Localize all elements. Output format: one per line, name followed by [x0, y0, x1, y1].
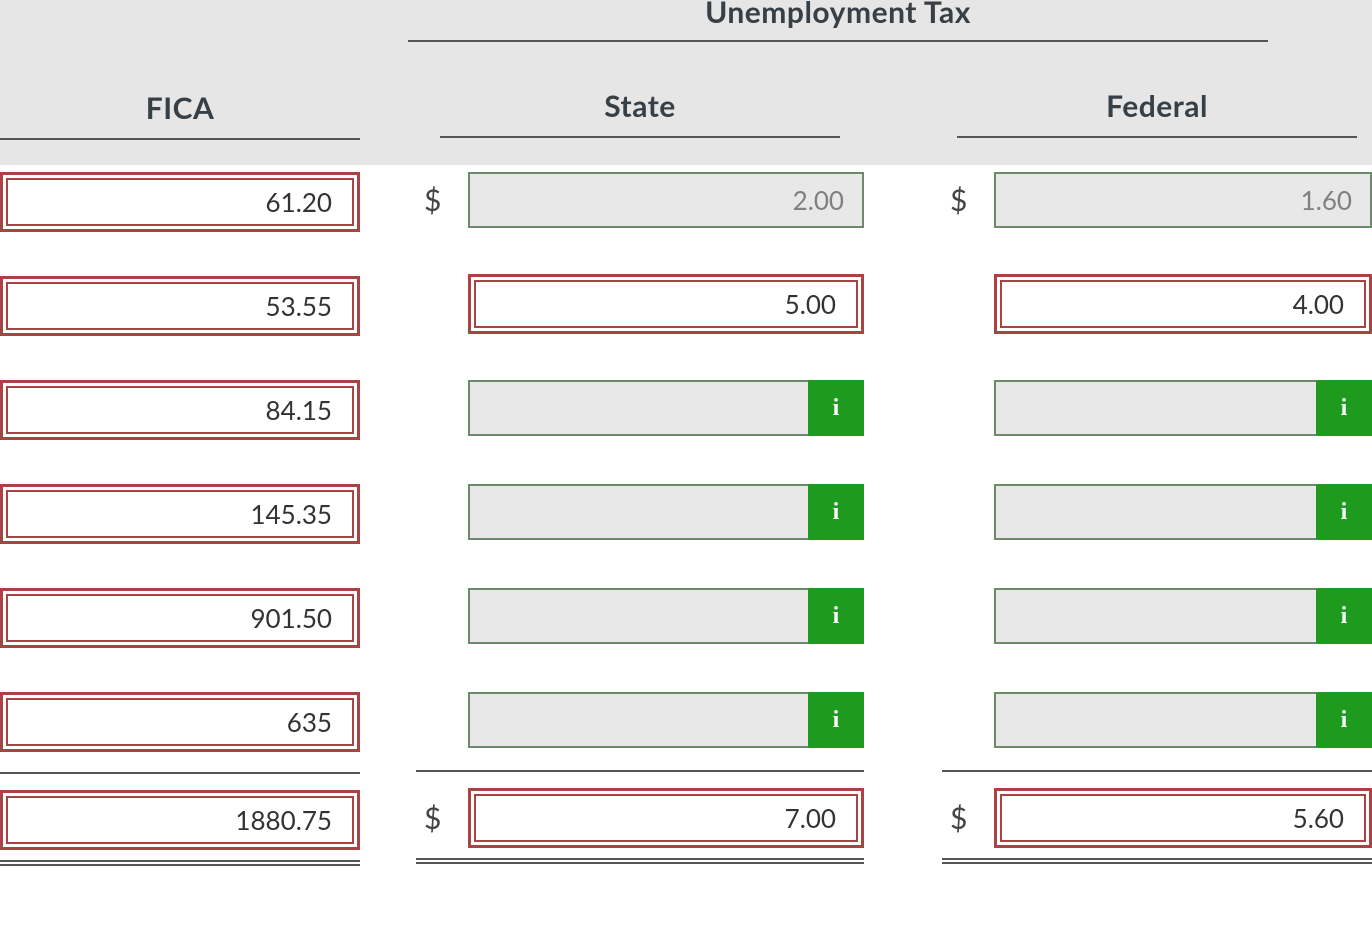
fica-input-3[interactable] [0, 380, 360, 440]
state-info-6-body [468, 692, 808, 748]
federal-info-4-body [994, 484, 1316, 540]
info-icon[interactable]: i [1316, 588, 1372, 644]
federal-info-5-body [994, 588, 1316, 644]
federal-totals-rule [942, 770, 1372, 772]
federal-info-6-body [994, 692, 1316, 748]
federal-info-4: i [994, 484, 1372, 540]
state-totals-rule [416, 770, 864, 772]
unemployment-group-heading-wrap: Unemployment Tax [408, 0, 1268, 48]
fica-totals-rule [0, 772, 360, 774]
info-icon[interactable]: i [808, 588, 864, 644]
info-icon[interactable]: i [808, 692, 864, 748]
state-total[interactable] [468, 788, 864, 848]
info-icon[interactable]: i [1316, 692, 1372, 748]
currency-symbol: $ [942, 800, 994, 836]
federal-total[interactable] [994, 788, 1372, 848]
fica-input-6-field[interactable] [8, 705, 334, 739]
state-input-2[interactable] [468, 274, 864, 334]
currency-symbol: $ [416, 800, 468, 836]
fica-column: FICA [0, 0, 360, 866]
fica-heading: FICA [0, 0, 360, 140]
fica-input-2[interactable] [0, 276, 360, 336]
state-info-4-body [468, 484, 808, 540]
fica-input-5[interactable] [0, 588, 360, 648]
fica-total-field[interactable] [8, 803, 334, 837]
payroll-tax-panel: Unemployment Tax FICA State $ [0, 0, 1372, 942]
currency-symbol: $ [942, 182, 994, 218]
fica-input-3-field[interactable] [8, 393, 334, 427]
state-info-4: i [468, 484, 864, 540]
unemployment-group-heading: Unemployment Tax [408, 0, 1268, 42]
state-double-rule [416, 858, 864, 864]
federal-info-5: i [994, 588, 1372, 644]
federal-input-2-field[interactable] [1002, 287, 1346, 321]
state-info-3-body [468, 380, 808, 436]
state-input-2-field[interactable] [476, 287, 838, 321]
fica-input-1-field[interactable] [8, 185, 334, 219]
federal-column: Federal $ 1.60 i i i i $ [942, 0, 1372, 866]
info-icon[interactable]: i [1316, 380, 1372, 436]
federal-info-6: i [994, 692, 1372, 748]
info-icon[interactable]: i [1316, 484, 1372, 540]
federal-input-2[interactable] [994, 274, 1372, 334]
state-readonly-1: 2.00 [468, 172, 864, 228]
state-total-field[interactable] [476, 801, 838, 835]
federal-total-field[interactable] [1002, 801, 1346, 835]
state-info-3: i [468, 380, 864, 436]
state-column: State $ 2.00 i i i i $ [416, 0, 864, 866]
state-info-5-body [468, 588, 808, 644]
fica-input-4-field[interactable] [8, 497, 334, 531]
fica-input-5-field[interactable] [8, 601, 334, 635]
fica-total[interactable] [0, 790, 360, 850]
federal-double-rule [942, 858, 1372, 864]
state-info-6: i [468, 692, 864, 748]
fica-double-rule [0, 860, 360, 866]
fica-input-4[interactable] [0, 484, 360, 544]
state-info-5: i [468, 588, 864, 644]
fica-input-2-field[interactable] [8, 289, 334, 323]
info-icon[interactable]: i [808, 484, 864, 540]
info-icon[interactable]: i [808, 380, 864, 436]
fica-input-6[interactable] [0, 692, 360, 752]
fica-input-1[interactable] [0, 172, 360, 232]
currency-symbol: $ [416, 182, 468, 218]
federal-readonly-1: 1.60 [994, 172, 1372, 228]
federal-info-3-body [994, 380, 1316, 436]
federal-info-3: i [994, 380, 1372, 436]
